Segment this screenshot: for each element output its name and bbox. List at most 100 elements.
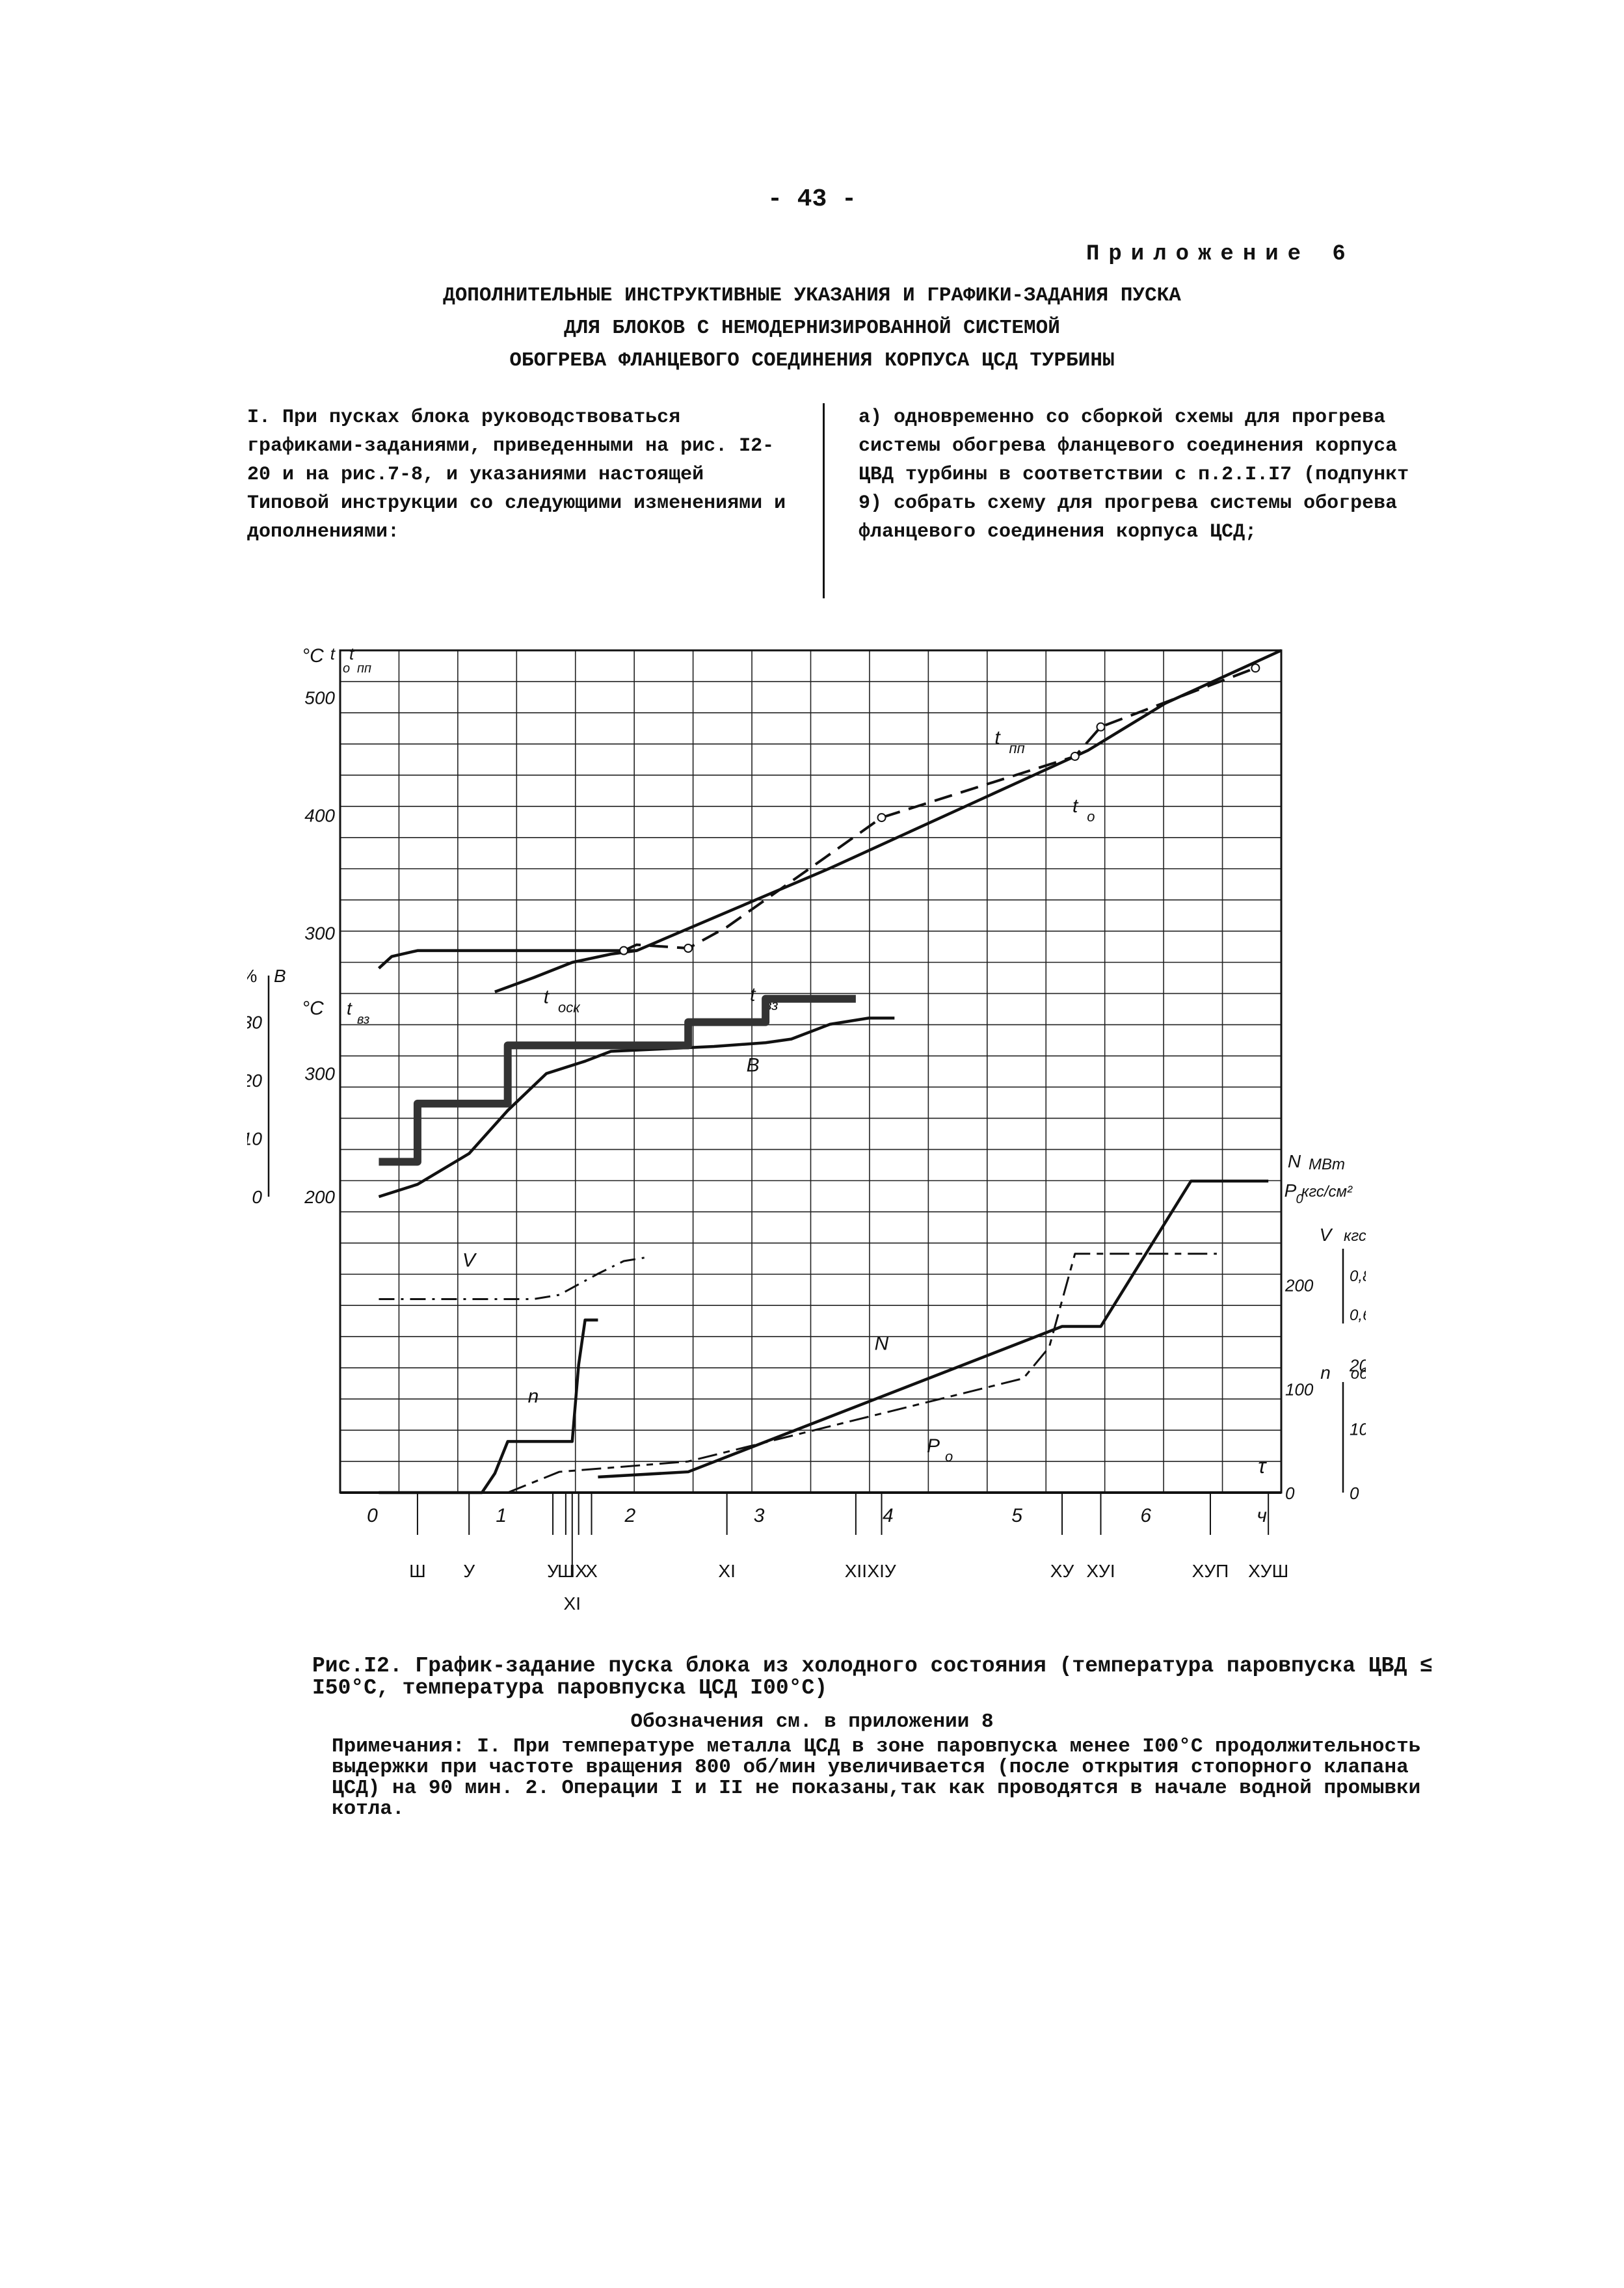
tick-n-power: 100 — [1285, 1379, 1314, 1399]
heading-line-1: ДОПОЛНИТЕЛЬНЫЕ ИНСТРУКТИВНЫЕ УКАЗАНИЯ И … — [443, 284, 1181, 307]
series-N — [598, 1179, 1269, 1479]
tick-b: 10 — [247, 1129, 262, 1149]
legend-note: Обозначения см. в приложении 8 — [630, 1710, 994, 1733]
operation-label: ХУП — [1192, 1561, 1229, 1581]
tpp-point — [1070, 751, 1080, 761]
tick-n-power: 200 — [1285, 1276, 1314, 1296]
operation-label: У — [463, 1561, 475, 1581]
axis-v-unit: кгс/см² — [1344, 1227, 1366, 1245]
tpp-point — [619, 946, 629, 955]
axis-v-label: V — [1320, 1225, 1333, 1245]
x-tick-label: 3 — [754, 1505, 765, 1526]
tick-speed: 2000 — [1349, 1355, 1366, 1375]
tpp-point — [1251, 663, 1260, 673]
figure-caption: Рис.I2. График-задание пуска блока из хо… — [312, 1654, 1433, 1700]
axis-p0-sub: 0 — [1296, 1192, 1303, 1206]
operation-label: X — [585, 1561, 598, 1581]
operation-label: ХУI — [1086, 1561, 1115, 1581]
tick-b: 30 — [247, 1013, 262, 1033]
operation-label: Ш — [557, 1561, 574, 1581]
x-tick-label: 4 — [883, 1505, 894, 1526]
series-tо — [377, 648, 1282, 970]
series-Pо — [507, 1253, 1217, 1494]
heading-line-3: ОБОГРЕВА ФЛАНЦЕВОГО СОЕДИНЕНИЯ КОРПУСА Ц… — [509, 349, 1115, 372]
series-n — [379, 1318, 598, 1495]
series-sub-tпп: пп — [1009, 740, 1025, 756]
series-tвз — [378, 1017, 895, 1199]
operation-label: XI — [718, 1561, 735, 1581]
operation-label: ХУШ — [1248, 1561, 1288, 1581]
series-label-tо: t — [1072, 795, 1079, 817]
axis-p0-label: Р — [1285, 1180, 1297, 1201]
x-tick-label: 2 — [624, 1505, 636, 1526]
axis-tvz-sub: вз — [357, 1013, 369, 1027]
series-label-tоск: t — [544, 986, 550, 1007]
operation-label: XIУ — [867, 1561, 896, 1581]
series-tпп — [623, 667, 1257, 952]
x-tick-label: 6 — [1140, 1505, 1151, 1526]
tick-v: 0,6 — [1350, 1307, 1366, 1324]
heading-line-2: ДЛЯ БЛОКОВ С НЕМОДЕРНИЗИРОВАННОЙ СИСТЕМО… — [564, 317, 1060, 339]
x-axis-label: τ — [1258, 1454, 1267, 1478]
tpp-point — [877, 813, 886, 823]
page-number: - 43 - — [767, 185, 857, 213]
operation-label: IX — [570, 1561, 587, 1581]
axis-tvz-unit: °С — [302, 998, 324, 1019]
tick-speed: 0 — [1350, 1483, 1359, 1503]
section-heading: ДОПОЛНИТЕЛЬНЫЕ ИНСТРУКТИВНЫЕ УКАЗАНИЯ И … — [0, 280, 1624, 377]
axis-steam-temp-label-pp: пп — [357, 661, 371, 676]
tick-b: 20 — [247, 1071, 262, 1091]
series-tоск — [494, 949, 637, 994]
axis-speed-label: n — [1320, 1363, 1331, 1383]
tick-steam-temp: 300 — [304, 923, 335, 943]
tpp-point — [684, 944, 693, 953]
tick-b: 0 — [252, 1187, 262, 1207]
series-label-В: В — [747, 1054, 760, 1076]
tick-steam-temp: 400 — [304, 805, 335, 825]
startup-chart: °Сttопп300400500°Сtвз200300%В0102030NМВт… — [247, 644, 1366, 1614]
x-tick-label: 5 — [1011, 1505, 1022, 1526]
paragraph-right: а) одновременно со сборкой схемы для про… — [859, 406, 1409, 543]
tpp-point — [1096, 722, 1106, 732]
operation-label: У — [547, 1561, 559, 1581]
x-tick-label: 1 — [496, 1505, 507, 1526]
axis-speed-unit: об/мин — [1351, 1365, 1366, 1383]
series-sub-tоск: оск — [558, 999, 581, 1015]
operation-label: XII — [845, 1561, 867, 1581]
axis-n-label: N — [1288, 1151, 1301, 1171]
x-tick-label: 0 — [367, 1505, 378, 1526]
series-label-Pо: Р — [927, 1435, 940, 1457]
figure-notes: Примечания: I. При температуре металла Ц… — [332, 1735, 1421, 1820]
series-В — [379, 994, 856, 1166]
series-sub-Pо: о — [945, 1448, 953, 1465]
axis-b-unit: % — [247, 966, 257, 986]
axis-steam-temp-unit: °С — [302, 645, 324, 667]
axis-n-unit: МВт — [1309, 1156, 1345, 1173]
tick-tvz: 300 — [304, 1064, 335, 1084]
operation-label: ХУ — [1050, 1561, 1074, 1581]
series-label-n: n — [528, 1385, 539, 1407]
operation-label: Ш — [409, 1561, 426, 1581]
axis-steam-temp-label-t2: t — [349, 644, 355, 663]
appendix-label: Приложение 6 — [1086, 242, 1355, 267]
tick-steam-temp: 500 — [304, 687, 335, 708]
series-label-tпп: t — [994, 727, 1001, 749]
tick-n-power: 0 — [1285, 1483, 1295, 1503]
operation-label: XI — [564, 1593, 581, 1614]
series-V — [379, 1256, 650, 1300]
series-label-N: N — [875, 1333, 889, 1354]
axis-steam-temp-label-t1: t — [330, 644, 336, 663]
tick-v: 0,8 — [1350, 1268, 1366, 1285]
axis-p0-unit: кгс/см² — [1301, 1183, 1353, 1201]
tick-speed: 1000 — [1350, 1420, 1366, 1439]
tick-tvz: 200 — [304, 1187, 335, 1207]
series-label-V: V — [462, 1250, 477, 1271]
paragraph-left: I. При пусках блока руководствоваться гр… — [247, 406, 786, 543]
series-label-tвз: t — [750, 984, 756, 1005]
axis-tvz-label: t — [347, 998, 353, 1018]
series-sub-tо: о — [1087, 808, 1095, 825]
axis-steam-temp-label-o: о — [343, 661, 350, 676]
column-divider — [823, 403, 825, 598]
axis-b-label: В — [274, 966, 286, 986]
x-tick-label: ч — [1257, 1505, 1267, 1526]
